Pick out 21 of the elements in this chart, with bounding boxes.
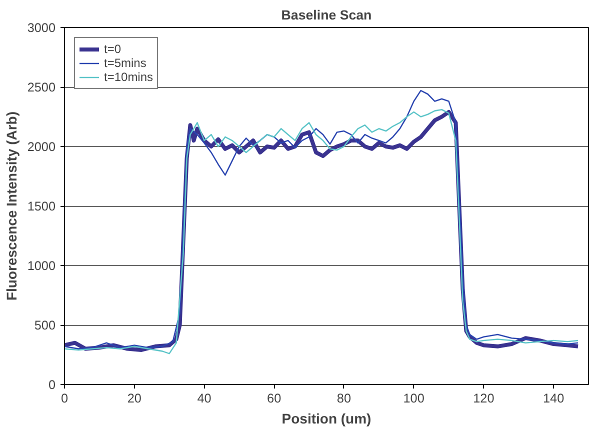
legend-label: t=5mins	[104, 56, 146, 70]
legend-label: t=0	[104, 42, 122, 56]
x-tick-label: 40	[197, 392, 212, 406]
x-tick-label: 0	[60, 392, 68, 406]
y-tick-label: 1500	[27, 200, 56, 214]
y-tick-label: 3000	[27, 21, 56, 35]
x-tick-label: 60	[267, 392, 282, 406]
x-tick-label: 100	[403, 392, 424, 406]
y-tick-label: 500	[34, 318, 56, 332]
x-tick-label: 120	[473, 392, 494, 406]
legend-label: t=10mins	[104, 70, 154, 84]
x-axis-title: Position (um)	[282, 410, 372, 426]
y-tick-label: 0	[48, 378, 56, 392]
y-tick-label: 2000	[27, 140, 56, 154]
y-tick-label: 1000	[27, 259, 56, 273]
y-axis-title: Fluorescence Intensity (Arb)	[3, 111, 20, 301]
x-tick-label: 80	[336, 392, 352, 406]
chart-title: Baseline Scan	[281, 8, 372, 22]
x-tick-label: 20	[127, 392, 142, 406]
x-tick-label: 140	[543, 392, 564, 406]
y-tick-label: 2500	[27, 80, 56, 94]
